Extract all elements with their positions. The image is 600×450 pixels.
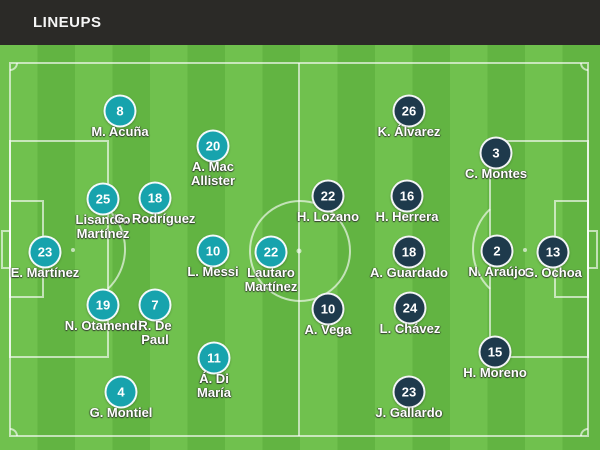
player-number-badge[interactable]: 22 [254, 235, 288, 269]
player-number-badge[interactable]: 10 [311, 292, 345, 326]
player-name-label: G. Rodríguez [114, 211, 196, 226]
player-number-badge[interactable]: 23 [28, 235, 62, 269]
player-name-label: J. Gallardo [375, 405, 443, 420]
player-name-label: N. Otamendi [64, 318, 142, 333]
player-name-label: R. De Paul [138, 318, 172, 347]
player-number-badge[interactable]: 18 [392, 235, 426, 269]
player-number-badge[interactable]: 11 [197, 341, 231, 375]
player-number-badge[interactable]: 15 [478, 335, 512, 369]
player-name-label: N. Araújo [468, 264, 526, 279]
player-name-label: G. Ochoa [524, 265, 582, 280]
player-number-badge[interactable]: 16 [390, 179, 424, 213]
lineups-header: LINEUPS [0, 0, 600, 45]
page-title: LINEUPS [33, 14, 102, 31]
player-number-badge[interactable]: 4 [104, 375, 138, 409]
player-name-label: H. Lozano [296, 209, 360, 224]
player-name-label: Lautaro Martínez [244, 265, 298, 294]
player-name-label: Á. Di María [197, 371, 231, 400]
player-number-badge[interactable]: 7 [138, 288, 172, 322]
player-number-badge[interactable]: 18 [138, 181, 172, 215]
player-number-badge[interactable]: 24 [393, 291, 427, 325]
player-number-badge[interactable]: 22 [311, 179, 345, 213]
player-number-badge[interactable]: 20 [196, 129, 230, 163]
player-number-badge[interactable]: 26 [392, 94, 426, 128]
player-name-label: K. Álvarez [377, 124, 441, 139]
player-name-label: A. Guardado [369, 265, 448, 280]
player-number-badge[interactable]: 10 [196, 234, 230, 268]
player-name-label: L. Chávez [379, 321, 441, 336]
player-name-label: L. Messi [187, 264, 239, 279]
player-name-label: E. Martínez [10, 265, 80, 280]
player-name-label: A. Mac Allister [190, 159, 236, 188]
player-number-badge[interactable]: 8 [103, 94, 137, 128]
player-name-label: H. Herrera [375, 209, 439, 224]
player-name-label: G. Montiel [89, 405, 153, 420]
player-number-badge[interactable]: 13 [536, 235, 570, 269]
player-name-label: A. Vega [304, 322, 352, 337]
player-number-badge[interactable]: 2 [480, 234, 514, 268]
player-name-label: Lisandro Martínez [75, 212, 131, 241]
player-name-label: M. Acuña [91, 124, 149, 139]
player-number-badge[interactable]: 19 [86, 288, 120, 322]
player-name-label: C. Montes [464, 166, 528, 181]
player-number-badge[interactable]: 3 [479, 136, 513, 170]
player-name-label: H. Moreno [463, 365, 527, 380]
player-number-badge[interactable]: 25 [86, 182, 120, 216]
player-number-badge[interactable]: 23 [392, 375, 426, 409]
